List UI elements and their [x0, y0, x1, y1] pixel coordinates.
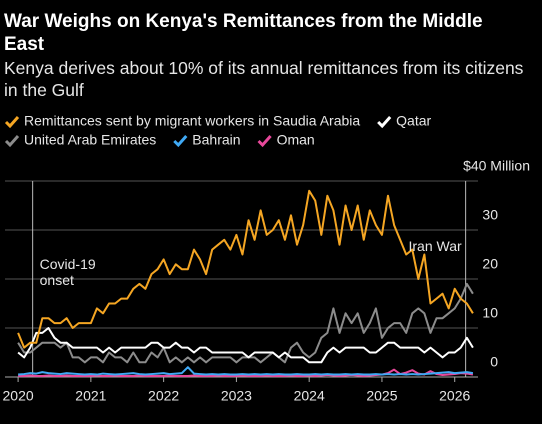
legend-item: Remittances sent by migrant workers in S…	[4, 113, 360, 129]
x-tick-label: 2025	[366, 388, 397, 404]
series-line	[17, 189, 474, 349]
series-line	[18, 368, 474, 378]
y-tick-label: 20	[482, 256, 498, 272]
legend-label: Remittances sent by migrant workers in S…	[24, 113, 360, 129]
x-tick-label: 2020	[3, 388, 34, 404]
legend-icon	[377, 116, 392, 129]
legend-item: Qatar	[377, 113, 432, 129]
chart-subtitle: Kenya derives about 10% of its annual re…	[4, 58, 524, 100]
y-tick-label: 30	[482, 207, 498, 223]
x-tick-label: 2023	[221, 388, 252, 404]
legend-icon	[4, 135, 20, 148]
legend-item: United Arab Emirates	[4, 132, 156, 148]
y-tick-label: 0	[490, 354, 498, 370]
x-tick-label: 2022	[148, 388, 179, 404]
legend-icon	[257, 135, 272, 148]
x-tick-label: 2024	[294, 388, 325, 404]
legend-item: Bahrain	[173, 132, 241, 148]
y-tick-label: 10	[482, 305, 498, 321]
legend-icon	[173, 135, 188, 148]
legend-label: Bahrain	[192, 132, 240, 148]
series-line	[18, 366, 474, 376]
legend-item: Oman	[257, 132, 315, 148]
chart-title: War Weighs on Kenya's Remittances from t…	[4, 11, 483, 55]
legend-label: Qatar	[396, 113, 431, 129]
legend-icon	[4, 116, 20, 129]
series-line	[17, 327, 474, 364]
annotation: Covid-19 onset	[39, 256, 96, 288]
series-line	[17, 282, 474, 364]
x-tick-label: 2026	[439, 388, 470, 404]
legend-label: Oman	[277, 132, 315, 148]
y-tick-label: $40 Million	[463, 158, 530, 174]
legend-label: United Arab Emirates	[24, 132, 156, 148]
x-tick-label: 2021	[75, 388, 106, 404]
annotation: Iran War	[408, 238, 462, 254]
